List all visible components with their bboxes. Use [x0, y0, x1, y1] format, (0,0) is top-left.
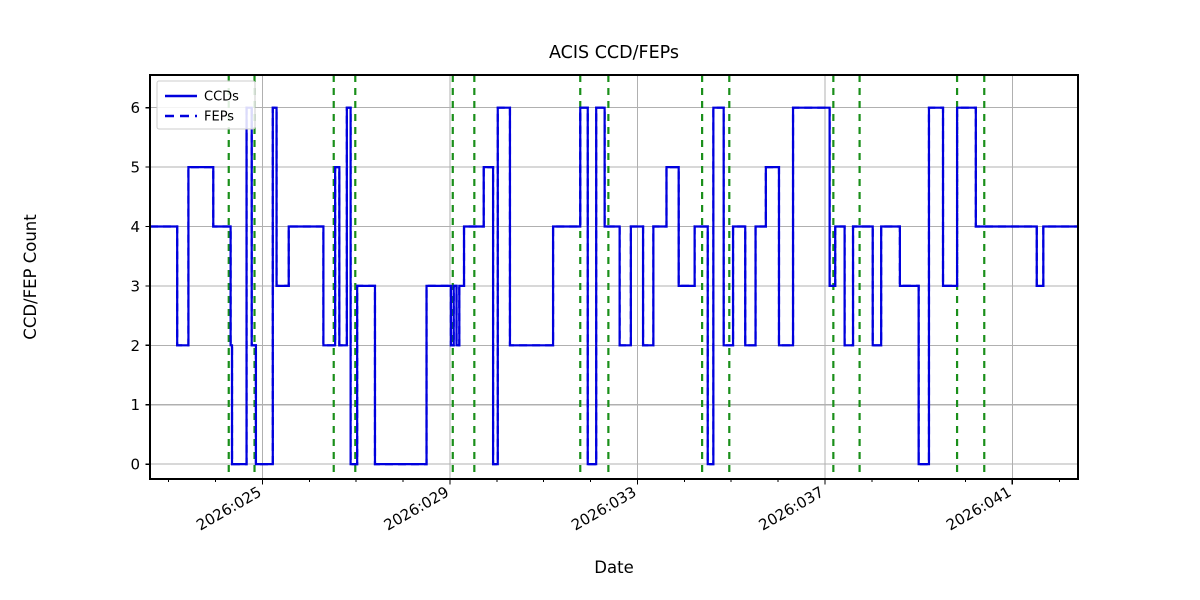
x-axis-label: Date — [594, 558, 633, 577]
y-tick-label: 3 — [130, 277, 140, 295]
legend-label: FEPs — [204, 110, 234, 125]
axes-frame — [149, 74, 1079, 480]
axis-ticks — [145, 107, 1060, 485]
y-tick-label: 1 — [130, 396, 140, 414]
y-tick-label: 4 — [130, 218, 140, 236]
legend-label: CCDs — [204, 90, 239, 105]
y-axis-label: CCD/FEP Count — [21, 214, 40, 340]
y-tick-label: 5 — [130, 159, 140, 177]
plot-series-layer — [150, 75, 1078, 479]
chart-legend[interactable]: CCDs FEPs — [156, 80, 256, 130]
y-tick-label: 2 — [130, 337, 140, 355]
y-tick-labels: 0 1 2 3 4 5 6 — [130, 99, 140, 473]
gridlines — [150, 75, 1078, 479]
chart-title: ACIS CCD/FEPs — [549, 43, 679, 63]
y-tick-label: 6 — [130, 99, 140, 117]
series-ccds — [150, 106, 1078, 466]
y-tick-label: 0 — [130, 456, 140, 474]
